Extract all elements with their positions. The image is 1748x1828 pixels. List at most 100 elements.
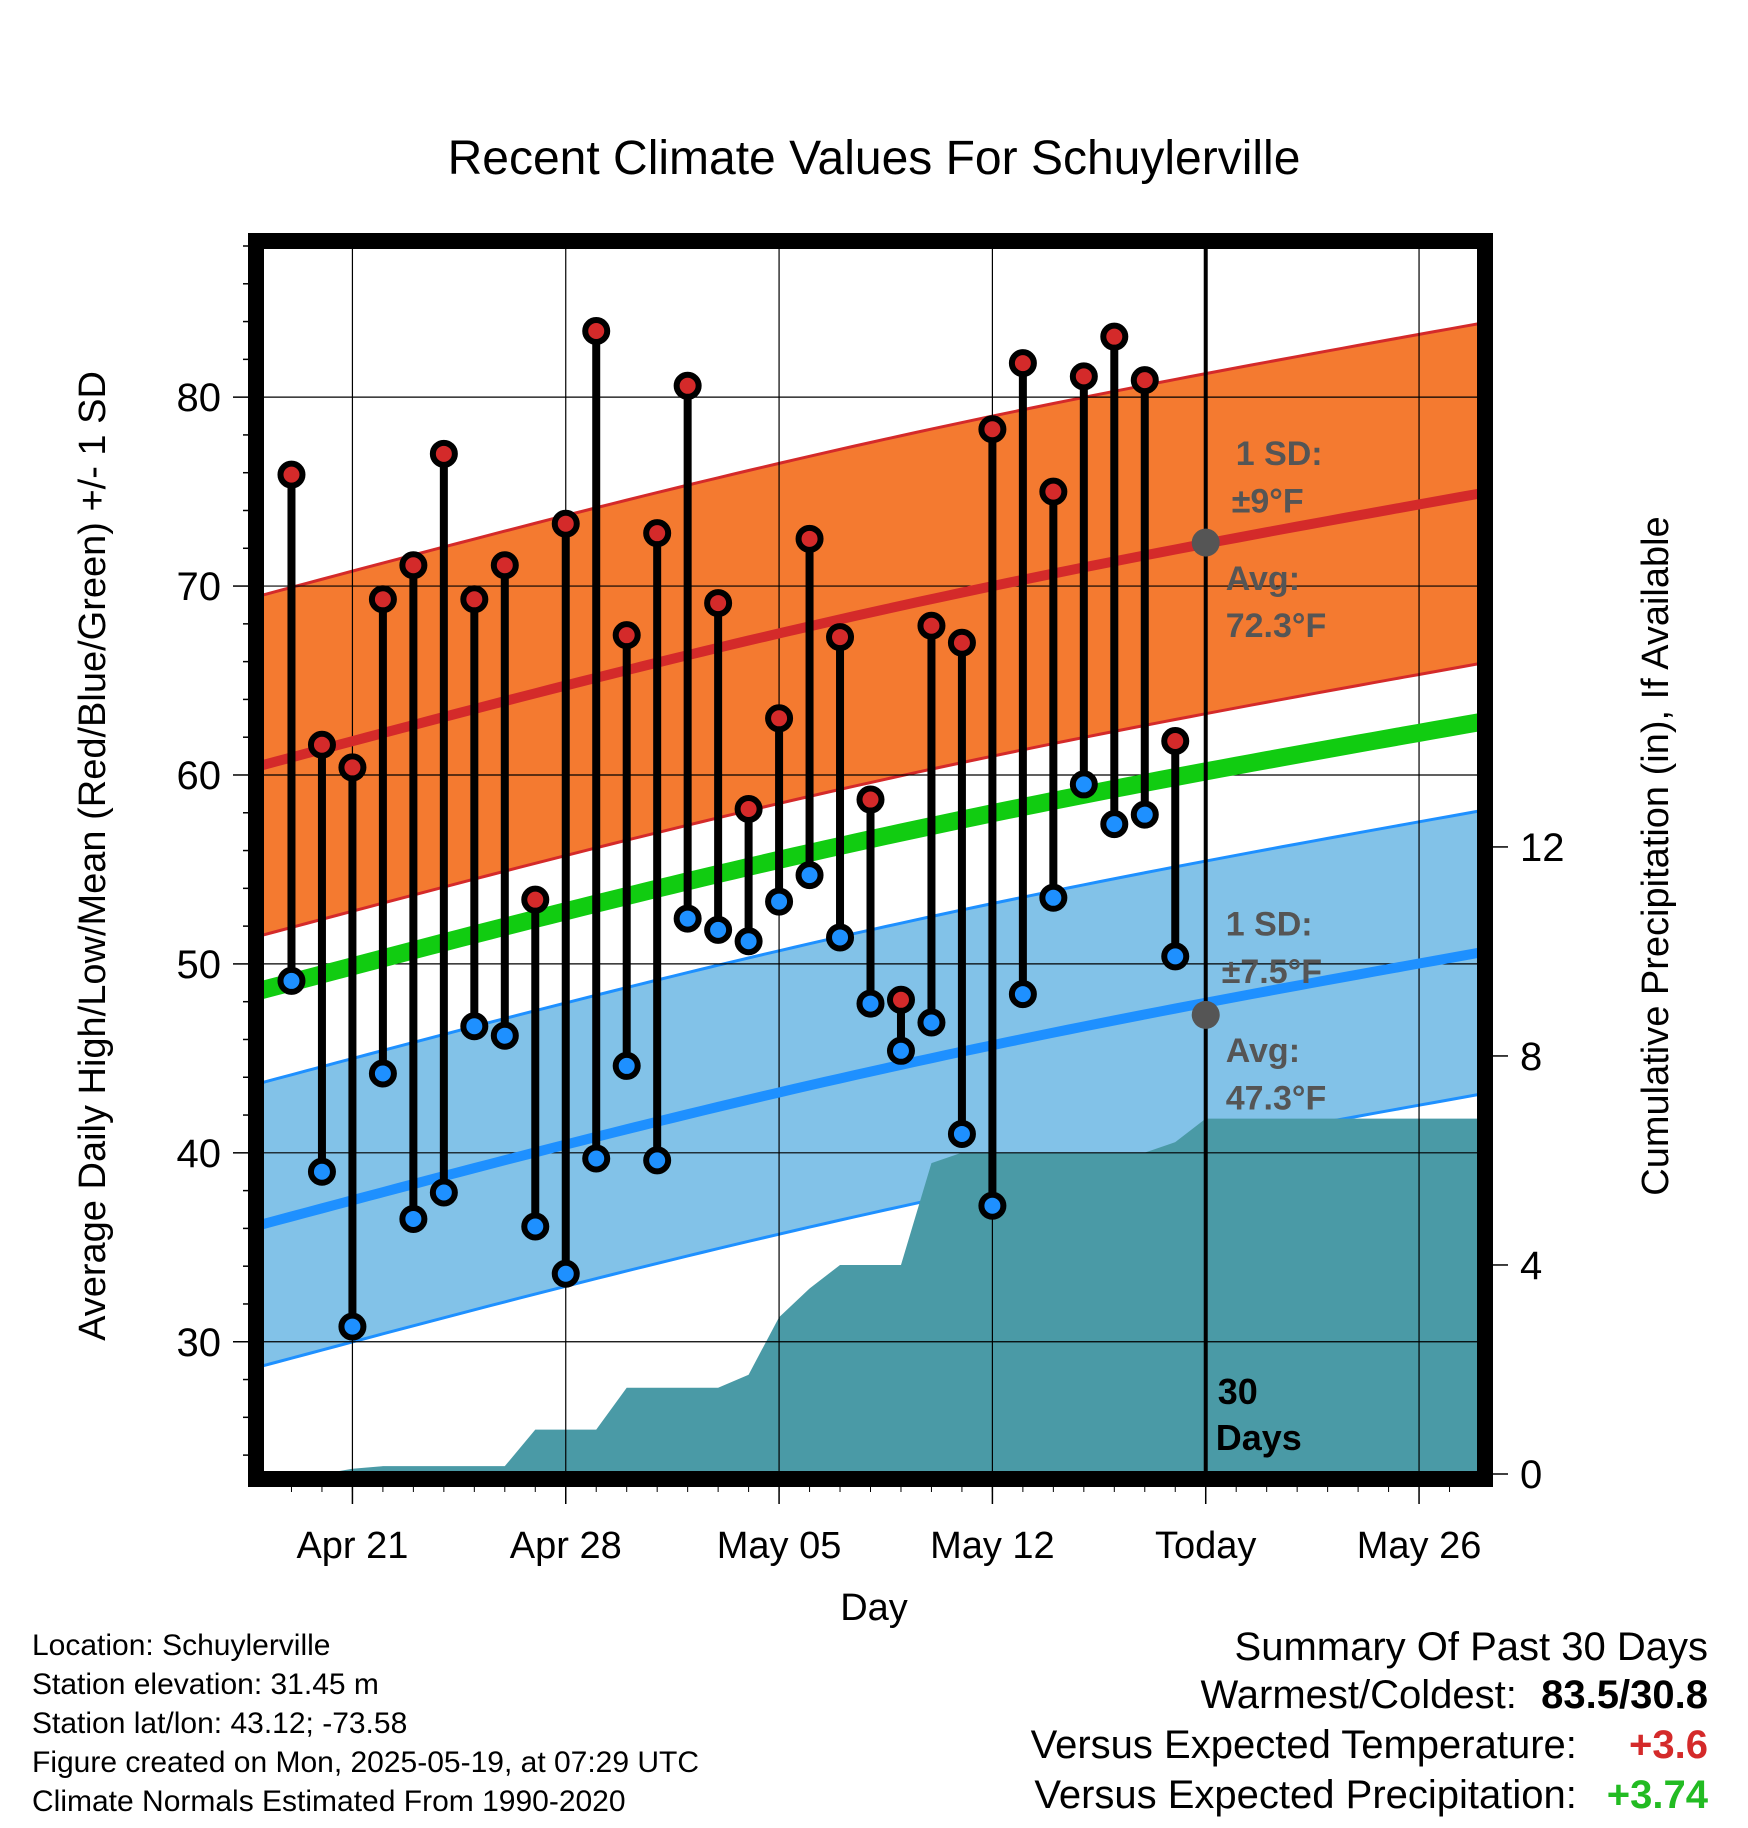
low-sd-value: ±7.5°F <box>1222 953 1322 991</box>
high-point <box>338 753 367 782</box>
low-point <box>673 904 702 933</box>
low-point <box>460 1012 489 1041</box>
x-tick-label: Apr 21 <box>296 1525 408 1567</box>
x-tick-label: May 12 <box>930 1525 1055 1567</box>
high-point <box>429 439 458 468</box>
high-avg-label: Avg: <box>1226 560 1300 598</box>
high-point <box>490 551 519 580</box>
low-point <box>551 1259 580 1288</box>
high-sd-upper-edge <box>261 321 1480 597</box>
y2-axis-label: Cumulative Precipitation (in), If Availa… <box>1635 516 1677 1195</box>
low-point <box>612 1051 641 1080</box>
high-point <box>612 621 641 650</box>
high-avg-value: 72.3°F <box>1226 607 1327 645</box>
station-info: Location: Schuylerville Station elevatio… <box>32 1626 699 1821</box>
summary-panel: Summary Of Past 30 Days Warmest/Coldest:… <box>1031 1624 1708 1820</box>
low-point <box>1161 942 1190 971</box>
high-point <box>1069 362 1098 391</box>
x-tick-label: Apr 28 <box>510 1525 622 1567</box>
low-point <box>1008 980 1037 1009</box>
y-axis-label: Average Daily High/Low/Mean (Red/Blue/Gr… <box>72 371 114 1341</box>
low-avg-today-marker <box>1191 1000 1220 1029</box>
plot-inner: 1 SD: ±9°F Avg: 72.3°F 1 SD: ±7.5°F Avg: 47.3°F… <box>261 246 1480 1474</box>
x-tick-label: May 26 <box>1357 1525 1482 1567</box>
y-tick-label: 50 <box>177 943 222 987</box>
low-point <box>1100 810 1129 839</box>
low-point <box>765 887 794 916</box>
high-point <box>643 519 672 548</box>
high-point <box>978 415 1007 444</box>
high-point <box>734 794 763 823</box>
low-point <box>795 861 824 890</box>
low-point <box>368 1059 397 1088</box>
high-point <box>277 460 306 489</box>
low-point <box>734 927 763 956</box>
high-avg-today-marker <box>1191 528 1220 557</box>
high-point <box>947 628 976 657</box>
high-point <box>917 611 946 640</box>
y-tick-label: 70 <box>177 565 222 609</box>
high-point <box>673 371 702 400</box>
y2-tick-label: 4 <box>1520 1244 1542 1288</box>
high-point <box>704 589 733 618</box>
low-avg-value: 47.3°F <box>1226 1079 1327 1117</box>
y2-tick-label: 8 <box>1520 1035 1542 1079</box>
high-point <box>1161 726 1190 755</box>
y2-tick-label: 0 <box>1520 1453 1542 1497</box>
high-point <box>826 623 855 652</box>
low-point <box>978 1191 1007 1220</box>
low-point <box>490 1021 519 1050</box>
low-sd-label: 1 SD: <box>1226 906 1313 944</box>
warmest-value: 83.5/30.8 <box>1541 1673 1708 1717</box>
x-axis-label: Day <box>840 1587 908 1628</box>
summary-heading: Summary Of Past 30 Days <box>1234 1625 1708 1669</box>
low-avg-label: Avg: <box>1226 1032 1300 1070</box>
high-point <box>1008 349 1037 378</box>
temp-value: +3.6 <box>1629 1723 1708 1767</box>
x-tick-label: May 05 <box>717 1525 842 1567</box>
low-point <box>947 1119 976 1148</box>
high-point <box>856 785 885 814</box>
chart-title: Recent Climate Values For Schuylerville <box>448 132 1301 185</box>
high-point <box>368 585 397 614</box>
warmest-label: Warmest/Coldest: <box>1200 1673 1517 1717</box>
low-point <box>1130 800 1159 829</box>
period-label-line2: Days <box>1216 1417 1302 1458</box>
summary-temp-row: Versus Expected Temperature: +3.6 <box>1031 1720 1708 1770</box>
high-point <box>521 885 550 914</box>
high-point <box>795 524 824 553</box>
low-point <box>704 915 733 944</box>
low-point <box>399 1204 428 1233</box>
high-normal-line <box>261 488 1480 771</box>
precipitation-area <box>321 1118 1480 1474</box>
y2-tick-label: 12 <box>1520 826 1565 870</box>
low-point <box>1039 883 1068 912</box>
low-point <box>643 1146 672 1175</box>
low-point <box>917 1008 946 1037</box>
high-point <box>307 730 336 759</box>
climate-chart: Recent Climate Values For Schuylerville … <box>72 132 1677 1628</box>
low-point <box>826 923 855 952</box>
low-normal-line <box>261 947 1480 1230</box>
plot-area: 1 SD: ±9°F Avg: 72.3°F 1 SD: ±7.5°F Avg: 47.3°F… <box>177 233 1565 1567</box>
y-tick-label: 80 <box>177 376 222 420</box>
high-point <box>1100 322 1129 351</box>
high-point <box>765 704 794 733</box>
low-point <box>886 1036 915 1065</box>
summary-warmest-row: Warmest/Coldest: 83.5/30.8 <box>1031 1670 1709 1720</box>
y-tick-label: 30 <box>177 1321 222 1365</box>
precip-value: +3.74 <box>1606 1773 1708 1817</box>
low-point <box>1069 770 1098 799</box>
plot-frame <box>248 233 1493 1487</box>
low-point <box>338 1312 367 1341</box>
period-label-line1: 30 <box>1218 1371 1258 1412</box>
high-point <box>460 585 489 614</box>
high-sd-lower-edge <box>261 662 1480 938</box>
latlon-text: Station lat/lon: 43.12; -73.58 <box>32 1707 408 1740</box>
low-point <box>582 1144 611 1173</box>
high-point <box>886 985 915 1014</box>
high-point <box>1130 366 1159 395</box>
high-sd-value: ±9°F <box>1232 482 1304 520</box>
low-point <box>856 989 885 1018</box>
high-point <box>551 509 580 538</box>
